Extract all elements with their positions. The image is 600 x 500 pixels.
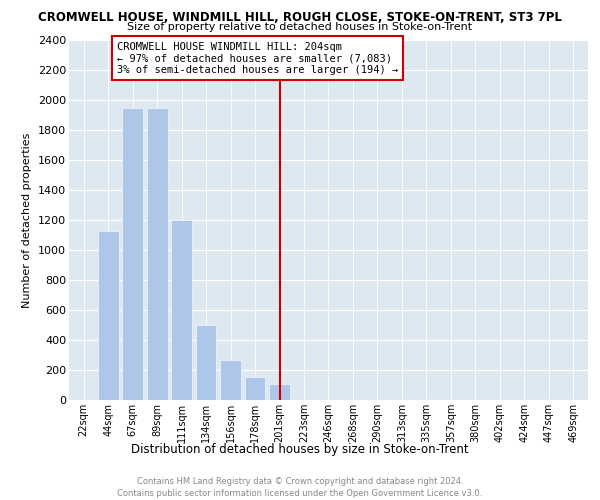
Text: CROMWELL HOUSE, WINDMILL HILL, ROUGH CLOSE, STOKE-ON-TRENT, ST3 7PL: CROMWELL HOUSE, WINDMILL HILL, ROUGH CLO… [38,11,562,24]
Bar [196,325,217,400]
Bar [147,108,167,400]
Text: Size of property relative to detached houses in Stoke-on-Trent: Size of property relative to detached ho… [127,22,473,32]
Y-axis label: Number of detached properties: Number of detached properties [22,132,32,308]
Text: Distribution of detached houses by size in Stoke-on-Trent: Distribution of detached houses by size … [131,442,469,456]
Bar [122,108,143,400]
Bar [220,360,241,400]
Bar [245,377,265,400]
Text: Contains HM Land Registry data © Crown copyright and database right 2024.
Contai: Contains HM Land Registry data © Crown c… [118,477,482,498]
Bar [171,220,192,400]
Bar [269,384,290,400]
Text: CROMWELL HOUSE WINDMILL HILL: 204sqm
← 97% of detached houses are smaller (7,083: CROMWELL HOUSE WINDMILL HILL: 204sqm ← 9… [117,42,398,74]
Bar [98,230,119,400]
